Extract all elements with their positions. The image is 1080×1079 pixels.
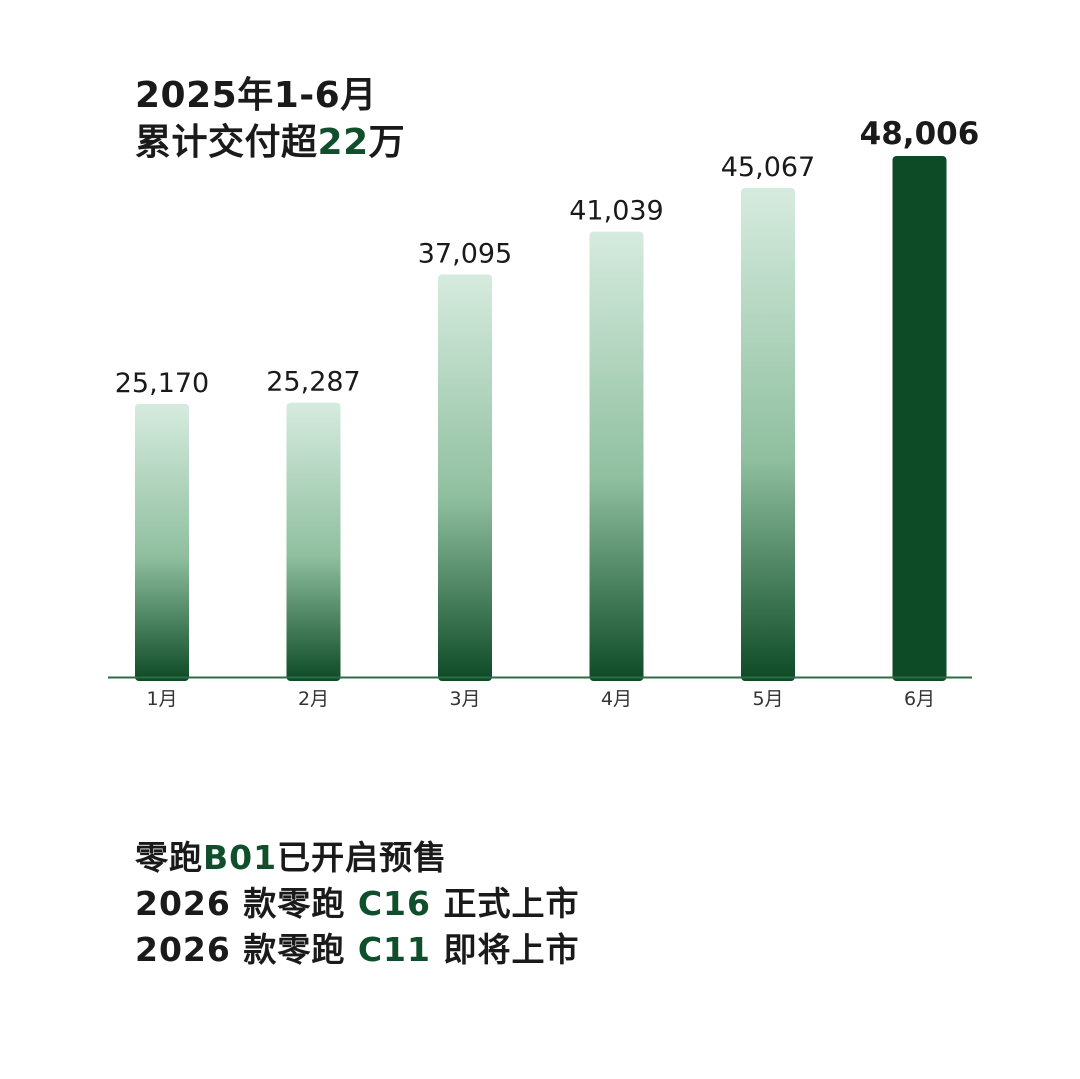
x-tick-labels-group: 1月 2月 3月 4月 5月 6月 [146, 688, 935, 710]
announcement-item: 2026 款零跑 C11 即将上市 [135, 927, 579, 973]
bar-value-label: 25,170 [115, 368, 209, 399]
announcement-model: C11 [357, 930, 431, 969]
bar-5 [741, 187, 795, 681]
announcement-suffix: 即将上市 [430, 930, 580, 969]
bar-1 [135, 403, 189, 681]
bar-2 [286, 402, 341, 681]
bar-6 [892, 156, 947, 681]
announcement-model: B01 [203, 838, 278, 877]
announcement-item: 2026 款零跑 C16 正式上市 [135, 881, 579, 927]
bar-value-label: 37,095 [418, 238, 512, 269]
bar-value-label: 41,039 [569, 196, 663, 227]
headline-line2-prefix: 累计交付超 [135, 122, 318, 163]
announcement-item: 零跑B01已开启预售 [135, 835, 579, 881]
bar-value-label: 48,006 [860, 116, 980, 152]
x-tick-label: 3月 [449, 688, 480, 710]
announcement-model: C16 [357, 884, 431, 923]
announcement-suffix: 已开启预售 [277, 838, 448, 877]
headline-line1: 2025年1-6月 [135, 75, 377, 116]
bar-3 [438, 274, 492, 681]
x-tick-label: 2月 [298, 688, 329, 710]
headline-line2: 累计交付超22万 [135, 119, 405, 166]
x-tick-label: 4月 [601, 688, 632, 710]
x-tick-label: 1月 [146, 688, 177, 710]
x-tick-label: 5月 [752, 688, 783, 710]
announcement-prefix: 2026 款零跑 [135, 930, 358, 969]
bar-value-label: 25,287 [266, 367, 360, 398]
headline-line2-suffix: 万 [368, 122, 406, 163]
value-labels-group: 25,170 25,287 37,095 41,039 45,067 48,006 [115, 116, 980, 399]
bars-group [135, 156, 947, 682]
bar-value-label: 45,067 [721, 152, 815, 183]
announcement-prefix: 2026 款零跑 [135, 884, 358, 923]
headline: 2025年1-6月 累计交付超22万 [135, 72, 405, 166]
announcement-suffix: 正式上市 [430, 884, 580, 923]
bar-4 [589, 231, 644, 682]
monthly-deliveries-bar-chart: 25,170 25,287 37,095 41,039 45,067 48,006 1月 2… [108, 116, 980, 710]
headline-highlight-number: 22 [317, 122, 369, 163]
x-tick-label: 6月 [904, 688, 935, 710]
announcement-list: 零跑B01已开启预售 2026 款零跑 C16 正式上市 2026 款零跑 C1… [135, 835, 579, 973]
announcement-prefix: 零跑 [135, 838, 203, 877]
